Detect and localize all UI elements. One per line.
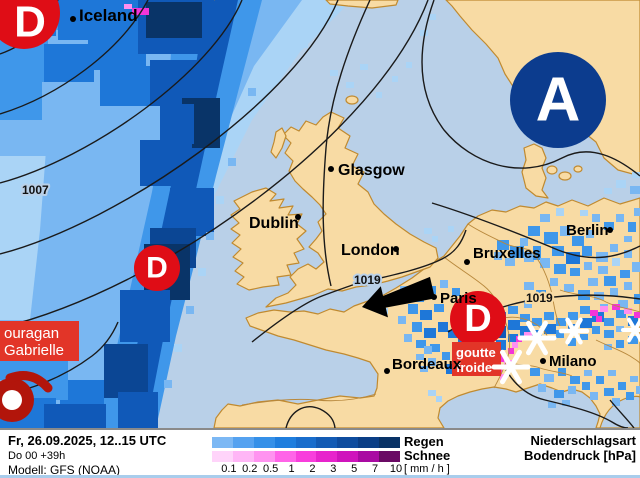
city-label-bordeaux: Bordeaux bbox=[384, 356, 462, 374]
legend-rain-segment bbox=[212, 437, 233, 448]
svg-text:froide: froide bbox=[456, 360, 492, 375]
legend-rain-colorbar bbox=[212, 437, 400, 448]
legend-snow-segment bbox=[212, 451, 233, 462]
svg-text:Bruxelles: Bruxelles bbox=[473, 245, 541, 262]
legend-tick-label: 0.2 bbox=[242, 463, 258, 475]
svg-text:goutte: goutte bbox=[456, 345, 496, 360]
bottom-edge-strip bbox=[0, 475, 640, 478]
svg-text:ouragan: ouragan bbox=[4, 325, 59, 342]
legend-rain-segment bbox=[316, 437, 338, 448]
pressure-symbol-low-atlantic: D bbox=[134, 245, 180, 291]
legend-tick-label: 3 bbox=[330, 463, 337, 475]
legend-snow-segment bbox=[274, 451, 296, 462]
westward-flow-arrow-icon bbox=[362, 276, 435, 318]
legend-snow-segment bbox=[232, 451, 254, 462]
legend-unit-label: [ mm / h ] bbox=[404, 463, 450, 475]
svg-text:Glasgow: Glasgow bbox=[338, 162, 405, 179]
svg-text:D: D bbox=[14, 0, 46, 47]
legend-snow-label: Schnee bbox=[404, 448, 451, 463]
svg-text:Berlin: Berlin bbox=[566, 222, 609, 239]
legend-snow-segment bbox=[253, 451, 275, 462]
legend-rain-label: Regen bbox=[404, 434, 444, 449]
svg-text:Milano: Milano bbox=[549, 353, 597, 370]
city-label-dublin: Dublin bbox=[249, 214, 301, 232]
city-label-berlin: Berlin bbox=[566, 222, 613, 239]
map-type-title: Niederschlagsart bbox=[530, 433, 637, 448]
city-label-london: London bbox=[341, 242, 400, 259]
svg-text:London: London bbox=[341, 242, 400, 259]
model-text: Modell: GFS (NOAA) bbox=[8, 463, 121, 477]
snowflake-icon bbox=[491, 349, 531, 385]
legend-rain-segment bbox=[358, 437, 379, 448]
city-label-glasgow: Glasgow bbox=[328, 162, 405, 179]
pressure-symbol-high-scandinavia: A bbox=[510, 52, 606, 148]
legend-tick-label: 1 bbox=[288, 463, 295, 475]
city-label-bruxelles: Bruxelles bbox=[464, 245, 541, 265]
legend-tick-label: 10 bbox=[389, 463, 403, 475]
snowflake-icon bbox=[558, 317, 590, 345]
svg-text:Iceland: Iceland bbox=[79, 6, 138, 25]
legend-snow-segment bbox=[295, 451, 317, 462]
legend-tick-label: 5 bbox=[351, 463, 358, 475]
info-footer: Fr, 26.09.2025, 12..15 UTC Do 00 +39h Mo… bbox=[0, 428, 640, 478]
legend-snow-segment bbox=[316, 451, 338, 462]
legend-rain-segment bbox=[274, 437, 296, 448]
svg-text:Dublin: Dublin bbox=[249, 215, 299, 232]
legend-snow-colorbar bbox=[212, 451, 400, 462]
run-offset-text: Do 00 +39h bbox=[8, 450, 66, 462]
legend-tick-label: 0.1 bbox=[221, 463, 237, 475]
legend-tick-label: 2 bbox=[309, 463, 316, 475]
valid-time-text: Fr, 26.09.2025, 12..15 UTC bbox=[8, 433, 167, 448]
snowflake-icon bbox=[517, 320, 557, 356]
legend-rain-segment bbox=[295, 437, 317, 448]
svg-text:Bordeaux: Bordeaux bbox=[392, 356, 462, 373]
legend-snow-segment bbox=[379, 451, 400, 462]
isobar-label: 1007 bbox=[22, 183, 49, 197]
city-label-paris: Paris bbox=[431, 290, 477, 307]
legend-rain-segment bbox=[379, 437, 400, 448]
isobar-label: 1019 bbox=[526, 291, 553, 305]
pressure-title: Bodendruck [hPa] bbox=[524, 448, 636, 463]
legend-rain-segment bbox=[253, 437, 275, 448]
pressure-symbol-low-iceland: D bbox=[0, 0, 60, 49]
legend-rain-segment bbox=[232, 437, 254, 448]
svg-text:Gabrielle: Gabrielle bbox=[4, 342, 64, 359]
city-label-milano: Milano bbox=[540, 353, 597, 370]
hurricane-icon bbox=[0, 371, 53, 422]
svg-text:A: A bbox=[536, 66, 581, 135]
legend-snow-segment bbox=[358, 451, 379, 462]
isobar-label: 1019 bbox=[354, 273, 381, 287]
pressure-symbol-low-goutte: D bbox=[450, 291, 506, 347]
snowflake-icon bbox=[621, 317, 640, 343]
legend-snow-segment bbox=[337, 451, 359, 462]
region-label-iceland: Iceland bbox=[70, 6, 138, 25]
svg-text:Paris: Paris bbox=[440, 290, 477, 307]
legend-rain-segment bbox=[337, 437, 359, 448]
legend-tick-label: 0.5 bbox=[263, 463, 279, 475]
legend-tick-label: 7 bbox=[372, 463, 379, 475]
svg-text:D: D bbox=[146, 252, 168, 285]
svg-text:D: D bbox=[464, 298, 491, 340]
